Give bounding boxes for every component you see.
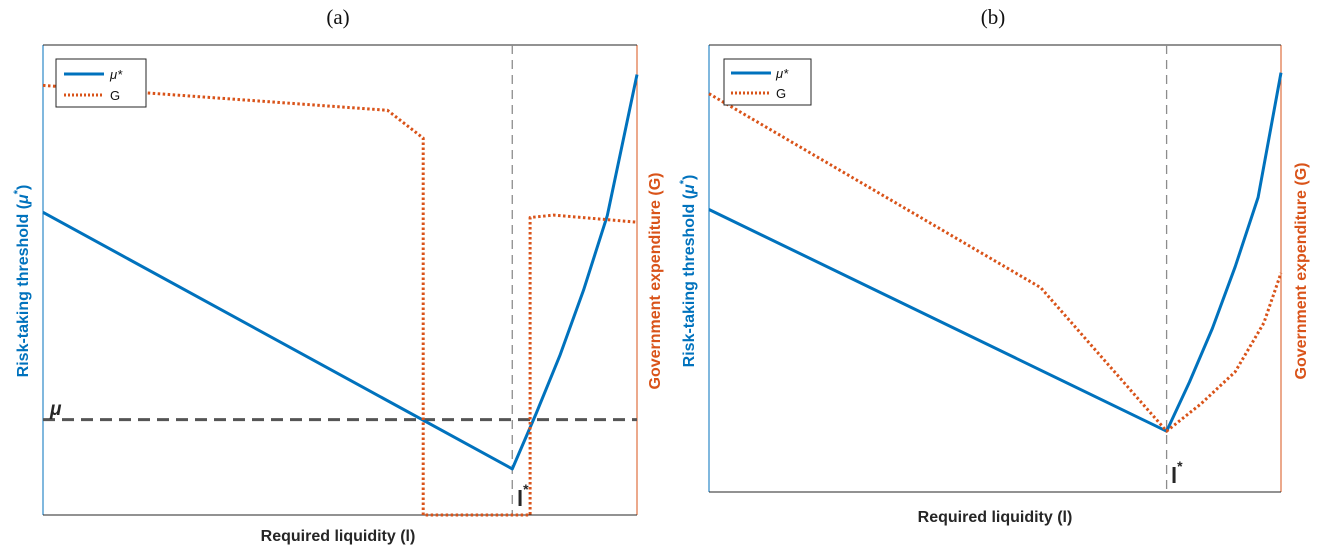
panel-a-y-axis-left-label: Risk-taking threshold (μ*) xyxy=(12,185,32,378)
panel-a-plot-area xyxy=(42,44,639,517)
panel-a-legend-label-mu: μ* xyxy=(109,67,123,82)
panel-a-series-mu-star-line xyxy=(42,74,639,471)
panel-a-cutoff-label: l* xyxy=(517,481,529,511)
panel-b-x-axis-label: Required liquidity (l) xyxy=(918,509,1073,526)
panel-a-cutoff-star: * xyxy=(523,481,529,497)
panel-b-legend-box xyxy=(723,58,812,106)
panel-a-legend-box xyxy=(55,58,147,108)
panel-a-x-axis-label: Required liquidity (l) xyxy=(261,528,416,545)
panel-a: (a) μ* G Required liquidity (l) Risk-tak… xyxy=(12,5,664,545)
panel-b-cutoff-label: l* xyxy=(1171,458,1183,488)
panel-b-y-axis-right-label: Government expenditure (G) xyxy=(1293,163,1310,380)
panel-b-plot-area xyxy=(708,44,1283,493)
panel-b-y-axis-left-label: Risk-taking threshold (μ*) xyxy=(678,175,698,368)
panel-b: (b) μ* G Required liquidity (l) Risk-tak… xyxy=(678,5,1310,526)
panel-a-y-axis-right-label: Government expenditure (G) xyxy=(647,173,664,390)
panel-b-legend-label-g: G xyxy=(776,86,786,101)
panel-b-series-mu-star-line xyxy=(708,72,1283,433)
panel-a-series-g-line xyxy=(42,83,638,517)
panel-b-cutoff-star: * xyxy=(1177,458,1183,474)
panel-b-title: (b) xyxy=(981,5,1006,29)
panel-b-series-g-line xyxy=(708,92,1283,433)
panel-b-legend-label-mu: μ* xyxy=(775,66,789,81)
panel-a-legend-label-g: G xyxy=(110,88,120,103)
panel-a-cutoff-letter: l xyxy=(517,486,523,511)
panel-b-cutoff-letter: l xyxy=(1171,463,1177,488)
panel-a-threshold-label: μ xyxy=(49,399,62,420)
panel-a-title: (a) xyxy=(326,5,349,29)
